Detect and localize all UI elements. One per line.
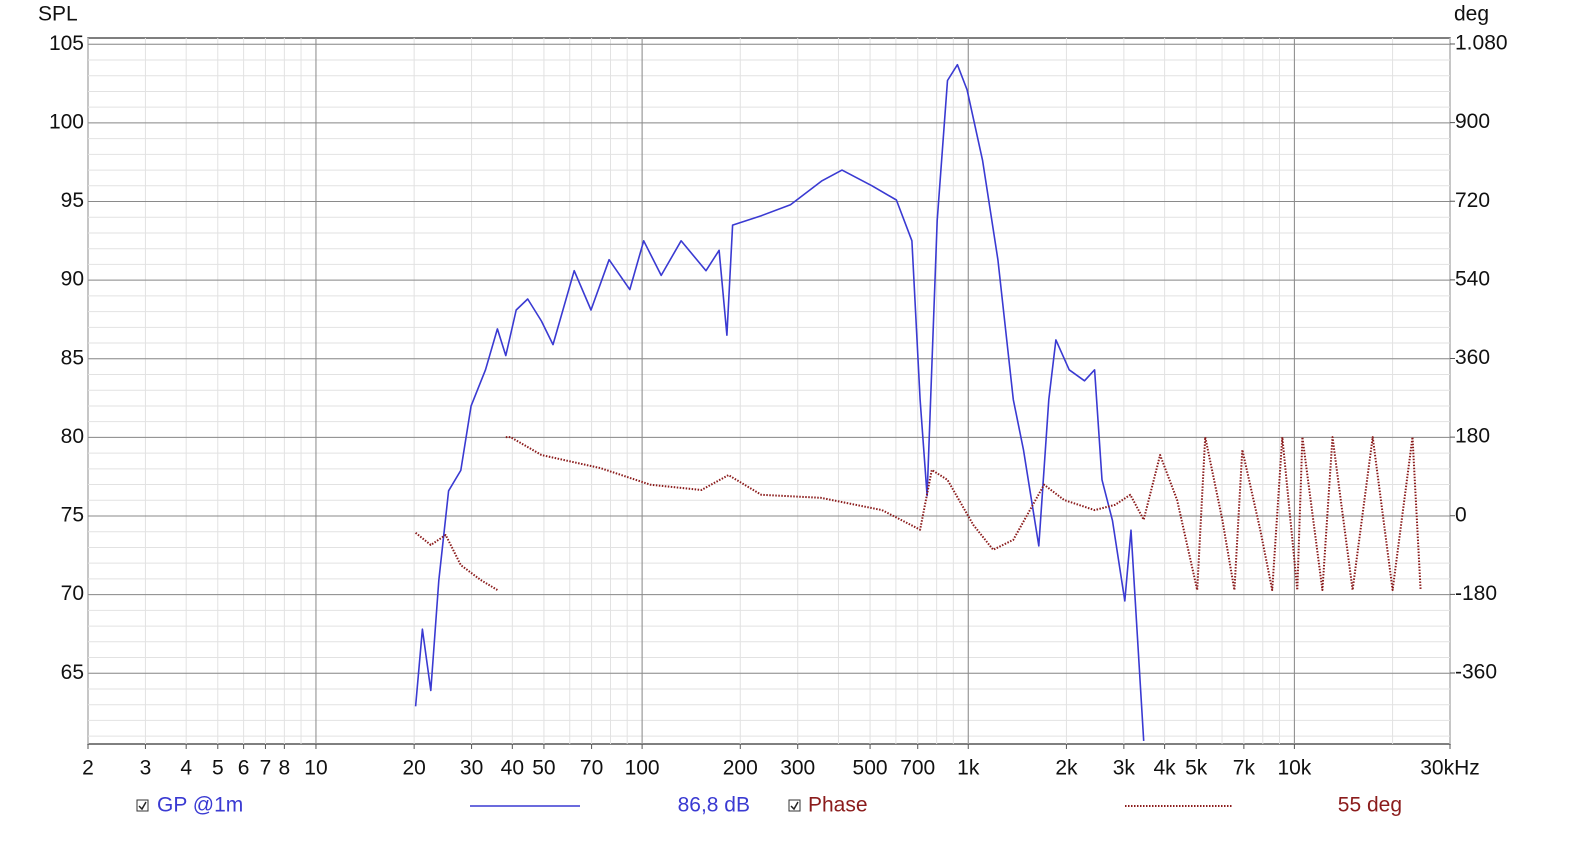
tick-labels: 2 3 4 5 6 7 8 10 20 30 40 50 70 100 200 300 500 700 1k 2k 3k… <box>49 32 1508 780</box>
legend-label: Phase <box>808 794 868 817</box>
x-tick-label: 3k <box>1113 757 1136 780</box>
x-tick-label: 500 <box>853 757 888 780</box>
x-tick-label: 2k <box>1055 757 1078 780</box>
legend-check <box>138 801 147 811</box>
x-tick-label: 10 <box>304 757 327 780</box>
x-tick-label: 1k <box>957 757 980 780</box>
y2-axis-title: deg <box>1454 3 1489 26</box>
y-tick-label: 105 <box>49 32 84 55</box>
grid <box>87 38 1455 749</box>
y2-tick-label: 900 <box>1455 110 1490 133</box>
legend-checkbox <box>788 799 801 812</box>
plot-frame <box>87 37 1451 745</box>
legend: GP @1m 86,8 dB Phase 55 deg <box>136 794 1402 817</box>
x-tick-label: 5k <box>1185 757 1208 780</box>
x-tick-label: 50 <box>532 757 555 780</box>
y2-tick-label: 1.080 <box>1455 32 1508 55</box>
legend-value: 55 deg <box>1338 794 1402 817</box>
legend-check <box>790 801 799 811</box>
x-tick-label: 30 <box>460 757 483 780</box>
marks <box>414 63 1422 741</box>
x-tick-label: 4k <box>1154 757 1177 780</box>
y2-tick-label: 0 <box>1455 503 1467 526</box>
x-tick-label: 8 <box>279 757 291 780</box>
legend-checkbox <box>136 799 149 812</box>
y2-tick-label: -360 <box>1455 661 1497 684</box>
x-tick-label: 4 <box>180 757 192 780</box>
series-line <box>414 63 1145 741</box>
x-tick-label: 5 <box>212 757 224 780</box>
y-tick-label: 80 <box>61 425 84 448</box>
x-tick-label: 7 <box>260 757 272 780</box>
legend-value: 86,8 dB <box>678 794 750 817</box>
x-tick-label: 3 <box>140 757 152 780</box>
x-tick-label: 70 <box>580 757 603 780</box>
x-tick-label: 40 <box>501 757 524 780</box>
x-tick-label: 20 <box>402 757 425 780</box>
x-tick-label: 7k <box>1233 757 1256 780</box>
legend-label: GP @1m <box>157 794 243 817</box>
x-tick-label: 300 <box>780 757 815 780</box>
series-line <box>414 436 1422 591</box>
x-tick-label: 30kHz <box>1420 757 1480 780</box>
y-tick-label: 90 <box>61 268 84 291</box>
y-tick-label: 95 <box>61 189 84 212</box>
x-tick-label: 6 <box>238 757 250 780</box>
x-tick-label: 700 <box>900 757 935 780</box>
x-tick-label: 10k <box>1277 757 1311 780</box>
x-tick-label: 2 <box>82 757 94 780</box>
y2-tick-label: 720 <box>1455 189 1490 212</box>
y2-tick-label: 180 <box>1455 425 1490 448</box>
y-tick-label: 70 <box>61 582 84 605</box>
y-axis-title: SPL <box>38 3 78 26</box>
y-tick-label: 75 <box>61 504 84 527</box>
y2-tick-label: 360 <box>1455 346 1490 369</box>
x-tick-label: 100 <box>625 757 660 780</box>
y2-tick-label: -180 <box>1455 582 1497 605</box>
y-tick-label: 100 <box>49 110 84 133</box>
y-tick-label: 85 <box>61 346 84 369</box>
y2-tick-label: 540 <box>1455 267 1490 290</box>
x-tick-label: 200 <box>723 757 758 780</box>
y-tick-label: 65 <box>61 661 84 684</box>
